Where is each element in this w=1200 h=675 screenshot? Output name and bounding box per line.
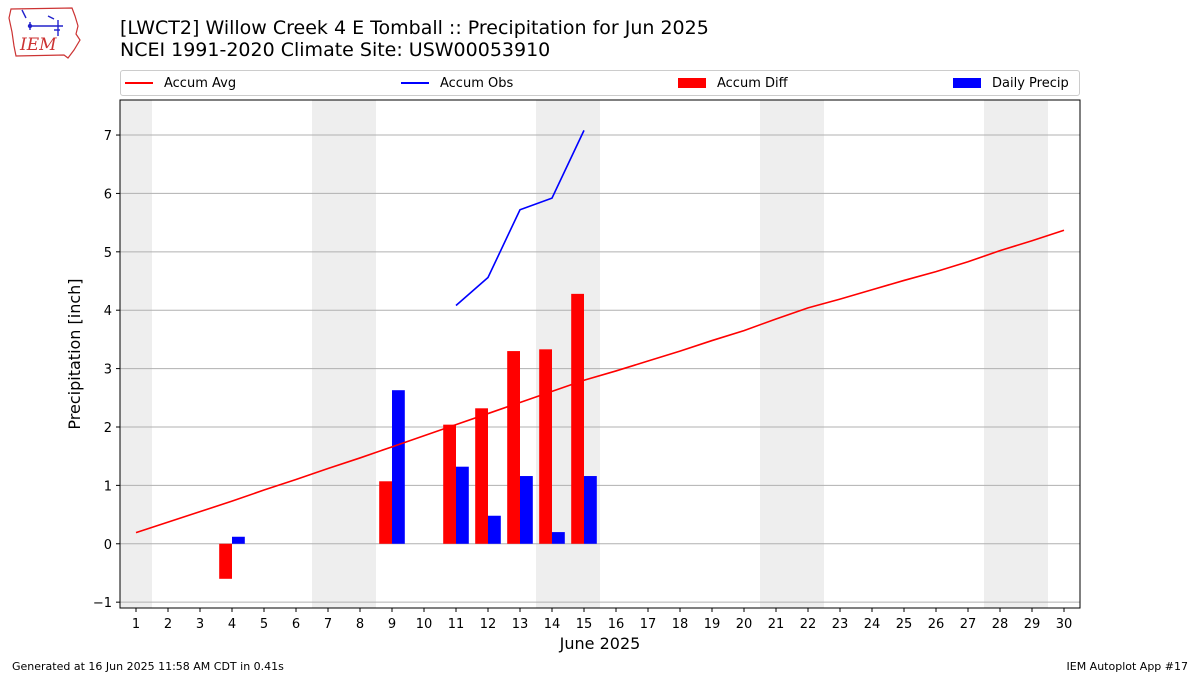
x-tick-label-25: 25 — [896, 617, 913, 632]
weekend-shade-day-1 — [120, 100, 152, 608]
x-tick-label-28: 28 — [992, 617, 1009, 632]
x-tick-label-27: 27 — [960, 617, 977, 632]
accum-obs-line — [455, 130, 585, 307]
weekend-shading — [120, 100, 1048, 608]
legend-swatch-accum-obs — [401, 82, 429, 84]
generated-timestamp: Generated at 16 Jun 2025 11:58 AM CDT in… — [12, 660, 284, 673]
plot-frame — [119, 99, 1081, 609]
accum-diff-bar-day-12 — [475, 408, 488, 544]
y-axis-label: Precipitation [inch] — [65, 278, 84, 429]
x-tick-label-18: 18 — [672, 617, 689, 632]
x-tick-label-4: 4 — [228, 617, 236, 632]
x-tick-label-26: 26 — [928, 617, 945, 632]
x-tick-label-12: 12 — [480, 617, 497, 632]
x-tick-label-5: 5 — [260, 617, 268, 632]
x-tick-label-14: 14 — [544, 617, 561, 632]
legend-label-accum-avg: Accum Avg — [164, 75, 237, 91]
daily-precip-bar-day-13 — [520, 476, 533, 544]
x-tick-label-6: 6 — [292, 617, 300, 632]
x-tick-label-29: 29 — [1024, 617, 1041, 632]
x-tick-label-7: 7 — [324, 617, 332, 632]
legend-swatch-daily-precip — [953, 78, 981, 88]
x-tick-label-8: 8 — [356, 617, 364, 632]
x-tick-label-19: 19 — [704, 617, 721, 632]
legend-item-accum-diff: Accum Diff — [678, 74, 788, 92]
legend-item-accum-avg: Accum Avg — [125, 74, 236, 92]
legend-item-daily-precip: Daily Precip — [953, 74, 1069, 92]
legend-label-daily-precip: Daily Precip — [992, 75, 1069, 91]
x-tick-label-3: 3 — [196, 617, 204, 632]
gridlines — [120, 134, 1080, 603]
legend-swatch-accum-diff — [678, 78, 706, 88]
x-tick-label-15: 15 — [576, 617, 593, 632]
y-tick-label-6: 6 — [104, 187, 112, 202]
x-tick-label-22: 22 — [800, 617, 817, 632]
weekend-shade-day-8 — [344, 100, 376, 608]
y-tick-label-2: 2 — [104, 421, 112, 436]
x-tick-label-21: 21 — [768, 617, 785, 632]
x-tick-label-13: 13 — [512, 617, 529, 632]
y-tick-label-7: 7 — [104, 129, 112, 144]
legend-item-accum-obs: Accum Obs — [401, 74, 513, 92]
x-tick-label-2: 2 — [164, 617, 172, 632]
iowa-state-outline — [8, 7, 81, 59]
x-tick-label-11: 11 — [448, 617, 465, 632]
y-tick-label-4: 4 — [104, 304, 112, 319]
x-axis-label: June 2025 — [559, 634, 641, 653]
accum-diff-bar-day-13 — [507, 351, 520, 544]
daily-precip-bar-day-4 — [232, 536, 245, 544]
weekend-shade-day-29 — [1016, 100, 1048, 608]
x-tick-label-1: 1 — [132, 617, 140, 632]
logo-text: IEM — [19, 35, 57, 55]
accum-diff-bar-day-4 — [219, 543, 232, 579]
bars — [219, 293, 597, 579]
x-tick-label-17: 17 — [640, 617, 657, 632]
y-tick-label-1: 1 — [104, 479, 112, 494]
y-tick-label--1: −1 — [93, 596, 112, 611]
x-tick-label-24: 24 — [864, 617, 881, 632]
legend-swatch-accum-avg — [125, 82, 153, 84]
x-tick-label-16: 16 — [608, 617, 625, 632]
app-label: IEM Autoplot App #17 — [1066, 660, 1189, 673]
y-tick-label-3: 3 — [104, 363, 112, 378]
daily-precip-bar-day-11 — [456, 466, 469, 544]
weekend-shade-day-21 — [760, 100, 792, 608]
legend-label-accum-diff: Accum Diff — [717, 75, 788, 91]
weekend-shade-day-22 — [792, 100, 824, 608]
x-tick-label-30: 30 — [1056, 617, 1073, 632]
x-tick-label-23: 23 — [832, 617, 849, 632]
accum-diff-bar-day-9 — [379, 481, 392, 544]
x-tick-label-9: 9 — [388, 617, 396, 632]
iem-logo: IEM — [8, 7, 81, 59]
legend: Accum Avg Accum Obs Accum Diff Daily Pre… — [120, 70, 1080, 96]
station-dot-icon — [27, 23, 33, 29]
legend-label-accum-obs: Accum Obs — [440, 75, 514, 91]
accum-avg-line — [135, 229, 1065, 534]
accum-diff-bar-day-11 — [443, 424, 456, 544]
series-lines — [135, 130, 1065, 534]
weekend-shade-day-7 — [312, 100, 344, 608]
daily-precip-bar-day-12 — [488, 515, 501, 544]
weekend-shade-day-28 — [984, 100, 1016, 608]
daily-precip-bar-day-14 — [552, 532, 565, 544]
chart-subtitle: NCEI 1991-2020 Climate Site: USW00053910 — [120, 39, 551, 61]
daily-precip-bar-day-15 — [584, 476, 597, 544]
y-tick-label-0: 0 — [104, 538, 112, 553]
y-tick-label-5: 5 — [104, 246, 112, 261]
daily-precip-bar-day-9 — [392, 390, 405, 544]
accum-diff-bar-day-15 — [571, 293, 584, 544]
x-tick-label-10: 10 — [416, 617, 433, 632]
accum-diff-bar-day-14 — [539, 349, 552, 544]
x-tick-label-20: 20 — [736, 617, 753, 632]
chart-title: [LWCT2] Willow Creek 4 E Tomball :: Prec… — [120, 17, 709, 39]
